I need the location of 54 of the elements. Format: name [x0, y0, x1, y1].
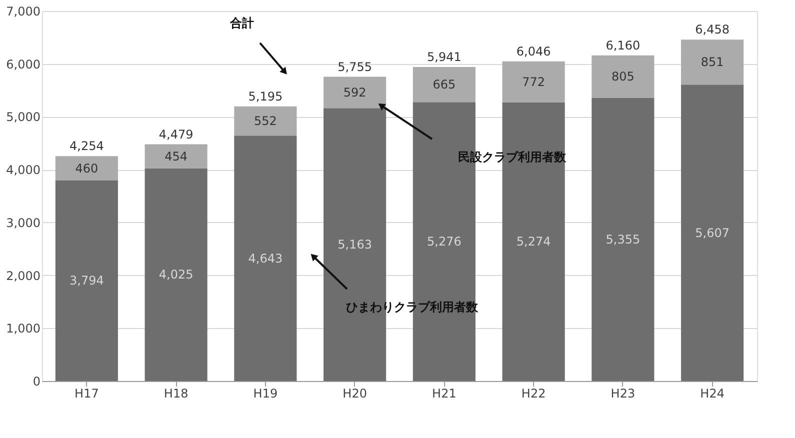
bar	[144, 168, 208, 381]
bar	[592, 55, 654, 98]
x-tick-label: H19	[253, 386, 278, 400]
y-tick-label: 3,000	[6, 216, 40, 230]
y-tick-label: 4,000	[6, 163, 40, 178]
x-tick-label: H18	[164, 386, 188, 400]
data-label: 5,355	[606, 232, 640, 246]
x-tick-label: H17	[74, 386, 99, 400]
y-tick-label: 1,000	[6, 322, 40, 336]
bar	[502, 61, 565, 102]
total-label: 5,755	[338, 60, 372, 74]
data-label: 5,276	[427, 234, 462, 249]
x-tick-label: H21	[432, 386, 456, 400]
bar	[592, 98, 654, 381]
x-tick-label: H22	[521, 386, 546, 400]
y-tick-label: 2,000	[6, 268, 40, 283]
x-tick-label: H20	[342, 386, 367, 400]
data-label: 772	[522, 74, 546, 89]
y-tick-label: 6,000	[6, 57, 40, 72]
total-label: 4,479	[158, 127, 194, 142]
total-label: 4,254	[70, 139, 104, 154]
data-label: 592	[343, 85, 366, 100]
data-label: 851	[700, 55, 724, 70]
bar	[55, 180, 118, 381]
x-tick-label: H23	[610, 386, 636, 400]
total-label: 5,941	[427, 50, 462, 64]
bar	[234, 136, 297, 381]
bar	[681, 40, 744, 85]
data-label: 665	[432, 78, 456, 92]
annotation: 合計	[229, 16, 254, 30]
data-label: 5,274	[516, 234, 551, 249]
y-tick-label: 5,000	[6, 110, 40, 124]
data-label: 5,607	[695, 226, 730, 240]
x-tick-label: H24	[700, 386, 724, 400]
data-label: 460	[75, 161, 98, 176]
bar	[412, 66, 476, 102]
y-tick-label: 0	[32, 374, 40, 388]
bar	[324, 76, 386, 108]
data-label: 805	[611, 70, 634, 84]
total-label: 6,046	[516, 44, 551, 58]
data-label: 552	[254, 114, 277, 128]
bar	[55, 156, 118, 180]
total-label: 6,458	[695, 22, 730, 37]
data-label: 454	[164, 149, 188, 164]
data-label: 4,025	[158, 268, 194, 282]
data-label: 5,163	[338, 238, 372, 252]
data-label: 3,794	[70, 274, 104, 288]
total-label: 5,195	[248, 89, 283, 104]
bar	[681, 84, 744, 381]
bar	[234, 106, 297, 136]
bar	[144, 144, 208, 168]
data-label: 4,643	[248, 251, 283, 266]
y-tick-label: 7,000	[6, 4, 40, 18]
total-label: 6,160	[606, 38, 640, 52]
